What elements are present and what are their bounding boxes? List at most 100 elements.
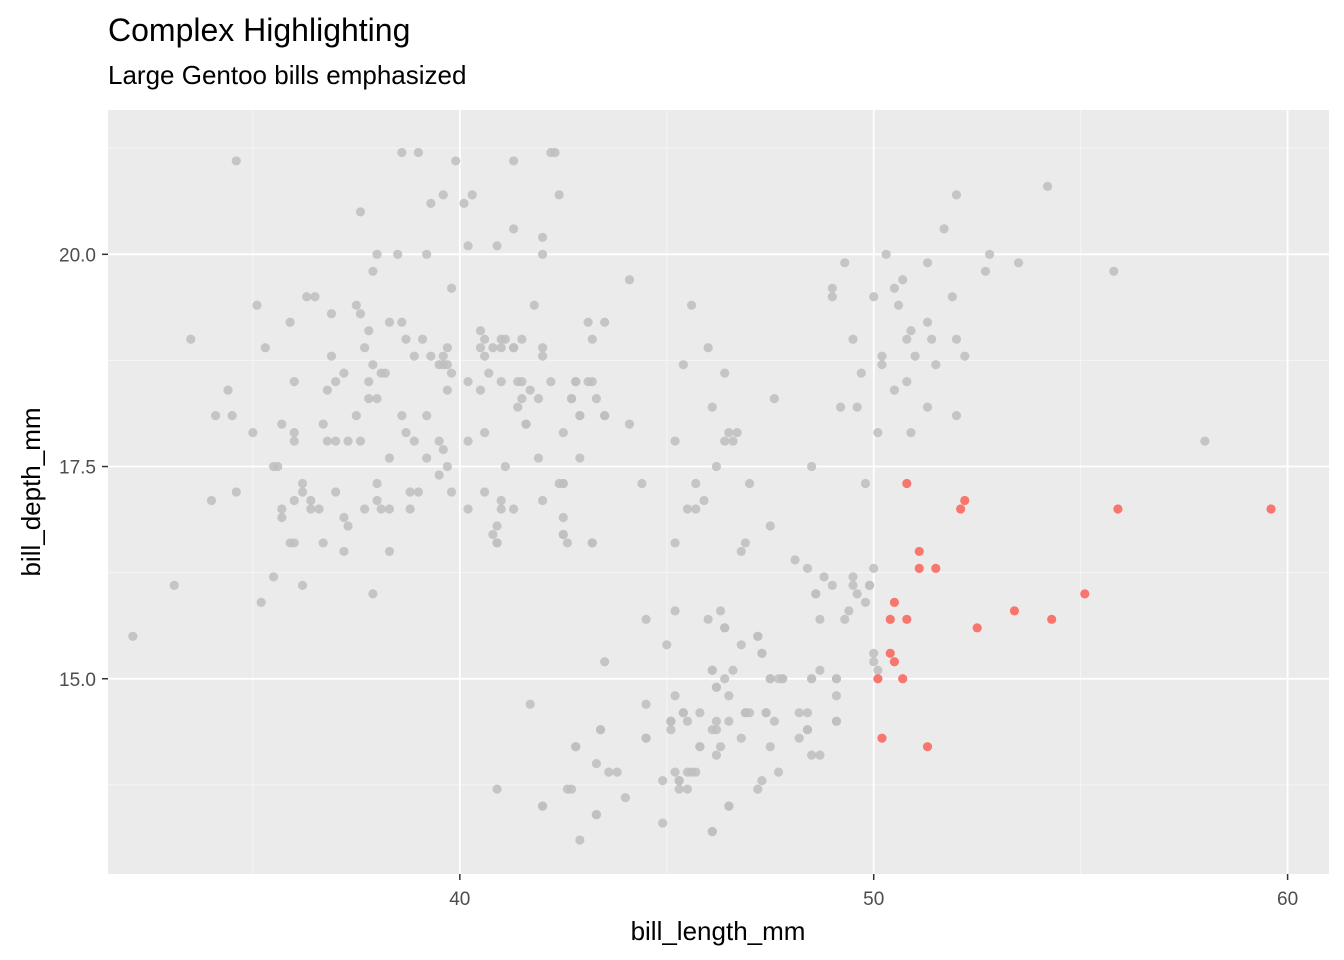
data-point bbox=[769, 716, 779, 726]
data-point bbox=[417, 334, 428, 344]
data-point bbox=[446, 368, 457, 378]
data-point bbox=[537, 495, 548, 506]
highlighted-data-point bbox=[1080, 589, 1090, 599]
highlighted-data-point bbox=[885, 614, 895, 624]
data-point bbox=[318, 538, 328, 548]
data-point bbox=[922, 258, 933, 268]
data-point bbox=[297, 478, 308, 489]
data-point bbox=[624, 419, 635, 429]
data-point bbox=[231, 487, 241, 497]
highlighted-data-point bbox=[956, 504, 966, 514]
data-point bbox=[525, 699, 535, 709]
data-point bbox=[877, 360, 887, 370]
data-point bbox=[931, 360, 941, 370]
data-point bbox=[231, 156, 241, 166]
data-point bbox=[409, 351, 419, 361]
data-point bbox=[343, 436, 353, 446]
data-point bbox=[691, 478, 701, 489]
data-point bbox=[939, 224, 949, 234]
data-point bbox=[463, 377, 473, 387]
data-point bbox=[802, 563, 813, 574]
data-point bbox=[422, 453, 432, 463]
data-point bbox=[529, 300, 539, 310]
data-point bbox=[169, 580, 179, 590]
data-point bbox=[736, 546, 746, 557]
data-point bbox=[562, 538, 573, 548]
data-point bbox=[848, 580, 858, 590]
data-point bbox=[744, 478, 755, 489]
highlighted-data-point bbox=[889, 657, 900, 667]
data-point bbox=[566, 394, 577, 404]
data-point bbox=[302, 292, 312, 302]
data-point bbox=[372, 495, 382, 506]
data-point bbox=[566, 784, 577, 794]
data-point bbox=[815, 665, 825, 675]
data-point bbox=[223, 385, 233, 395]
data-point bbox=[517, 394, 527, 404]
data-point bbox=[720, 368, 730, 378]
data-point bbox=[484, 368, 494, 378]
data-point bbox=[670, 767, 680, 777]
data-point bbox=[405, 487, 415, 497]
data-point bbox=[715, 606, 726, 616]
data-point bbox=[666, 725, 676, 735]
data-point bbox=[831, 716, 842, 726]
data-point bbox=[1200, 436, 1210, 446]
data-point bbox=[807, 461, 817, 472]
data-point bbox=[546, 377, 556, 387]
data-point bbox=[856, 368, 866, 378]
data-point bbox=[877, 351, 887, 361]
data-point bbox=[575, 411, 585, 421]
data-point bbox=[364, 377, 374, 387]
data-point bbox=[778, 674, 788, 684]
highlighted-data-point bbox=[931, 563, 941, 574]
data-point bbox=[289, 495, 299, 506]
data-point bbox=[273, 461, 283, 472]
data-point bbox=[376, 504, 386, 514]
x-tick-label: 40 bbox=[449, 889, 470, 910]
data-point bbox=[384, 453, 395, 463]
data-point bbox=[624, 275, 635, 285]
data-point bbox=[620, 793, 630, 803]
data-point bbox=[910, 351, 920, 361]
data-point bbox=[604, 767, 614, 777]
data-point bbox=[740, 538, 751, 548]
data-point bbox=[906, 427, 916, 438]
highlighted-data-point bbox=[902, 478, 912, 489]
data-point bbox=[380, 368, 390, 378]
y-tick-label: 15.0 bbox=[59, 670, 96, 691]
data-point bbox=[678, 360, 688, 370]
data-point bbox=[513, 402, 523, 412]
data-point bbox=[368, 589, 378, 599]
highlighted-data-point bbox=[972, 623, 982, 633]
data-point bbox=[744, 708, 755, 718]
data-point bbox=[686, 300, 697, 310]
data-point bbox=[794, 708, 804, 718]
data-point bbox=[537, 232, 548, 242]
data-point bbox=[724, 716, 734, 726]
data-point bbox=[509, 156, 519, 166]
data-point bbox=[790, 555, 800, 565]
data-point bbox=[326, 309, 337, 319]
data-point bbox=[517, 377, 527, 387]
data-point bbox=[509, 224, 519, 234]
data-point bbox=[889, 385, 900, 395]
minor-gridlines bbox=[108, 110, 1329, 874]
data-point bbox=[678, 708, 688, 718]
y-axis-ticks: 15.0 17.5 20.0 bbox=[59, 245, 108, 691]
data-point bbox=[558, 512, 568, 523]
data-point bbox=[670, 538, 680, 548]
data-point bbox=[831, 674, 842, 684]
data-point bbox=[492, 521, 502, 531]
data-point bbox=[206, 495, 217, 506]
data-point bbox=[951, 334, 962, 344]
data-point bbox=[480, 351, 490, 361]
data-point bbox=[600, 317, 610, 327]
data-point bbox=[807, 750, 817, 760]
data-point bbox=[658, 776, 668, 786]
y-axis-title: bill_depth_mm bbox=[16, 407, 46, 576]
data-point bbox=[537, 351, 548, 361]
data-point bbox=[827, 580, 837, 590]
data-point bbox=[674, 776, 684, 786]
